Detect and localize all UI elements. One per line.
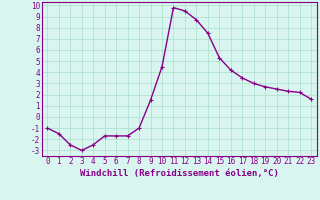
X-axis label: Windchill (Refroidissement éolien,°C): Windchill (Refroidissement éolien,°C): [80, 169, 279, 178]
